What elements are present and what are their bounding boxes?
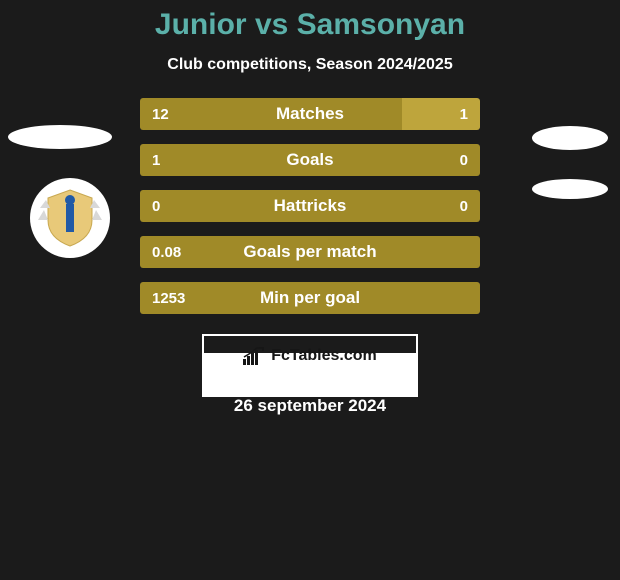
- vs-separator: vs: [255, 8, 288, 41]
- brand-label: FcTables.com: [271, 347, 377, 365]
- brand-chart-icon: [243, 347, 265, 365]
- stat-label: Hattricks: [140, 196, 480, 216]
- stat-row: Min per goal1253: [140, 282, 480, 314]
- subtitle: Club competitions, Season 2024/2025: [0, 56, 620, 74]
- club-badge: [30, 178, 110, 258]
- page-title: Junior vs Samsonyan: [0, 8, 620, 42]
- stat-label: Goals per match: [140, 242, 480, 262]
- stat-value-left: 1: [152, 152, 160, 169]
- stat-value-right: 0: [460, 198, 468, 215]
- stat-value-left: 12: [152, 106, 169, 123]
- stat-label: Matches: [140, 104, 480, 124]
- stat-label: Min per goal: [140, 288, 480, 308]
- avatar-placeholder-top-right: [532, 126, 608, 150]
- date-label: 26 september 2024: [0, 396, 620, 416]
- stats-list: Matches121Goals10Hattricks00Goals per ma…: [140, 98, 480, 314]
- player1-name: Junior: [155, 8, 247, 41]
- club-badge-icon: [38, 186, 102, 250]
- stat-value-left: 0.08: [152, 244, 181, 261]
- stat-value-right: 1: [460, 106, 468, 123]
- stat-row: Goals1 0: [140, 144, 480, 176]
- stat-value-left: 0: [152, 198, 160, 215]
- brand-box[interactable]: FcTables.com: [202, 334, 418, 378]
- stat-row: Hattricks0 0: [140, 190, 480, 222]
- avatar-placeholder-top-left: [8, 125, 112, 149]
- stat-row: Matches12 1: [140, 98, 480, 130]
- player2-name: Samsonyan: [297, 8, 465, 41]
- stat-value-right: 0: [460, 152, 468, 169]
- avatar-placeholder-right-2: [532, 179, 608, 199]
- stat-value-left: 1253: [152, 290, 185, 307]
- stat-row: Goals per match0.08: [140, 236, 480, 268]
- stat-label: Goals: [140, 150, 480, 170]
